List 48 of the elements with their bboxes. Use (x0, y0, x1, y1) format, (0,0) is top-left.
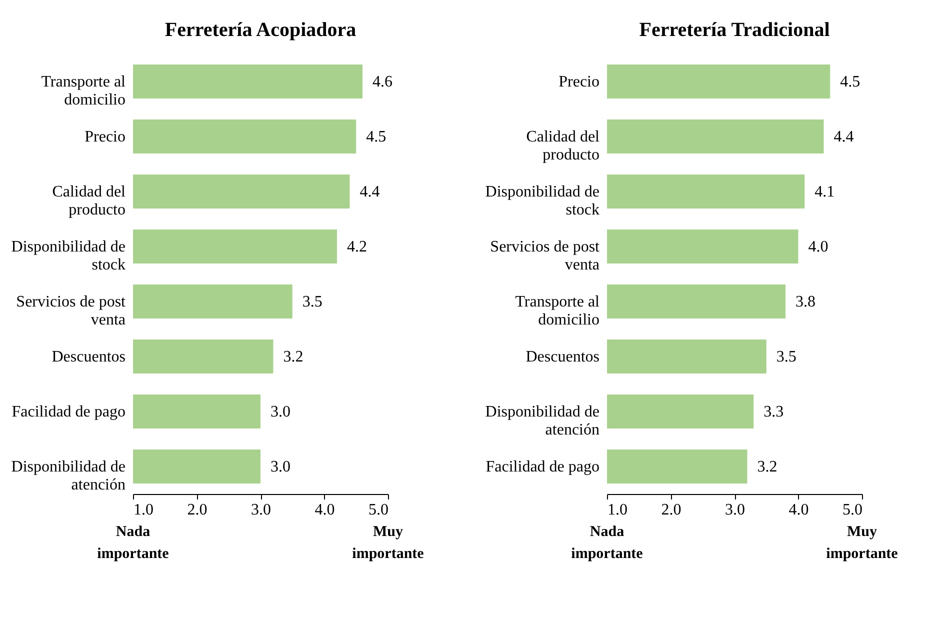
y-tick-label: Disponibilidad de stock (485, 184, 600, 218)
x-tick-label: 4.0 (314, 502, 335, 518)
y-tick-label: Calidad del producto (52, 184, 126, 218)
x-tick-label: 5.0 (368, 502, 388, 518)
data-label: 4.2 (347, 238, 367, 256)
y-tick-label: Descuentos (526, 348, 600, 366)
data-label: 3.2 (283, 348, 304, 366)
data-label: 3.0 (270, 458, 290, 476)
x-tick-label: 1.0 (134, 502, 154, 518)
chart-title: Ferretería Tradicional (639, 19, 830, 41)
data-label: 4.0 (808, 238, 828, 256)
y-tick-label: Disponibilidad de atención (11, 458, 126, 494)
data-label: 3.8 (796, 294, 816, 310)
data-label: 3.5 (776, 348, 796, 366)
data-label: 4.4 (360, 184, 380, 200)
x-tick-label: 2.0 (187, 502, 208, 518)
text: Nada importante (97, 524, 170, 562)
chart-title: Ferretería Acopiadora (164, 19, 356, 41)
text: Muy importante (826, 524, 898, 562)
x-tick-label: 2.0 (661, 502, 682, 518)
y-tick-label: Precio (84, 128, 126, 146)
y-tick-label: Precio (558, 74, 600, 90)
y-tick-label: Facilidad de pago (12, 404, 126, 420)
text: Muy importante (352, 524, 424, 562)
x-tick-label: 4.0 (788, 502, 809, 518)
data-label: 4.6 (372, 74, 392, 90)
x-tick-label: 3.0 (251, 502, 271, 518)
y-tick-label: Disponibilidad de atención (485, 404, 600, 438)
data-label: 4.4 (834, 128, 854, 146)
x-tick-label: 5.0 (842, 502, 862, 518)
data-label: 4.5 (366, 128, 386, 146)
data-label: 4.1 (814, 184, 835, 200)
x-tick-label: 1.0 (608, 502, 628, 518)
y-tick-label: Servicios de post venta (490, 238, 600, 274)
data-label: 3.3 (764, 404, 784, 420)
y-tick-label: Descuentos (52, 348, 126, 366)
y-tick-label: Calidad del producto (526, 128, 600, 164)
text: Nada importante (571, 524, 644, 562)
y-tick-label: Servicios de post venta (16, 294, 126, 328)
y-tick-label: Transporte al domicilio (41, 74, 126, 108)
y-tick-label: Disponibilidad de stock (11, 238, 126, 274)
data-label: 4.5 (840, 74, 860, 90)
y-tick-label: Facilidad de pago (486, 458, 600, 476)
y-tick-label: Transporte al domicilio (515, 294, 600, 328)
data-label: 3.0 (270, 404, 290, 420)
data-label: 3.2 (757, 458, 778, 476)
data-label: 3.5 (302, 294, 322, 310)
x-tick-label: 3.0 (725, 502, 745, 518)
